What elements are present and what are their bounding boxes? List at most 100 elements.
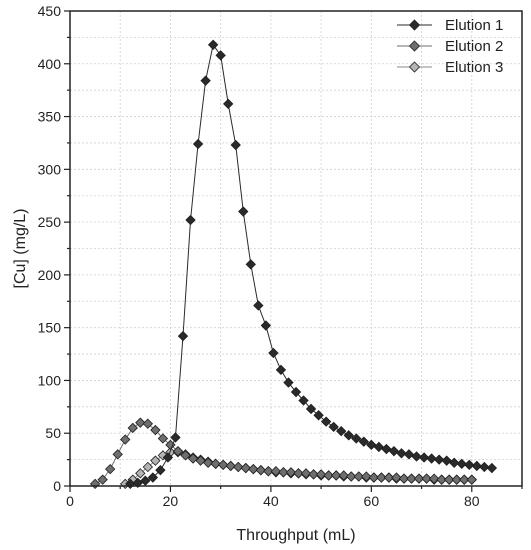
legend-label: Elution 3 <box>445 59 503 76</box>
data-point <box>351 433 362 444</box>
data-point <box>290 386 302 398</box>
data-point <box>157 433 169 444</box>
data-point <box>150 424 161 436</box>
data-point <box>403 449 415 460</box>
y-tick-label: 50 <box>45 425 61 441</box>
data-point <box>353 471 364 482</box>
data-point <box>172 446 184 457</box>
data-point <box>433 454 445 465</box>
data-point <box>343 430 354 441</box>
data-point <box>313 410 324 421</box>
data-point <box>406 473 417 484</box>
data-point <box>421 473 432 484</box>
data-point <box>338 470 349 481</box>
data-point <box>456 458 467 469</box>
data-point <box>218 459 229 471</box>
data-point <box>147 472 159 483</box>
data-point <box>486 462 498 474</box>
data-point <box>270 466 282 477</box>
x-tick-label: 60 <box>364 493 380 509</box>
data-point <box>451 474 462 485</box>
data-point <box>238 206 249 217</box>
data-point <box>331 470 342 481</box>
series-elution-2 <box>89 417 477 490</box>
data-point <box>187 453 199 464</box>
legend-item: Elution 3 <box>397 59 503 76</box>
x-tick-label: 80 <box>464 493 480 509</box>
data-point <box>315 469 327 480</box>
data-point <box>346 471 357 482</box>
data-point <box>426 453 437 464</box>
data-point <box>373 441 385 453</box>
y-tick-label: 0 <box>53 478 61 494</box>
data-point <box>127 422 138 434</box>
data-point <box>391 472 402 483</box>
data-point <box>320 416 332 427</box>
y-tick-label: 200 <box>38 267 62 283</box>
legend-label: Elution 1 <box>445 17 503 34</box>
y-axis-label: [Cu] (mg/L) <box>12 208 29 288</box>
data-point <box>135 468 146 479</box>
data-point <box>268 347 279 359</box>
y-tick-label: 350 <box>38 109 62 125</box>
data-point <box>177 330 189 342</box>
data-point <box>411 451 422 462</box>
data-point <box>223 98 234 110</box>
axis-ticks: 0 20 40 60 80 0 50 100 150 200 250 300 350 400 450 <box>38 3 523 509</box>
data-point <box>97 474 108 485</box>
data-point <box>441 455 452 466</box>
data-point <box>120 434 131 445</box>
data-point <box>366 439 377 450</box>
data-point <box>466 474 477 485</box>
data-point <box>185 214 196 226</box>
data-point <box>255 465 267 476</box>
y-tick-label: 150 <box>38 320 62 336</box>
data-point <box>89 478 101 490</box>
data-point <box>233 461 244 473</box>
data-point <box>105 463 116 475</box>
data-point <box>383 472 395 483</box>
legend-item: Elution 2 <box>397 38 503 55</box>
y-tick-label: 450 <box>38 3 62 19</box>
data-point <box>436 474 447 485</box>
data-point <box>200 75 211 86</box>
x-tick-label: 20 <box>163 493 179 509</box>
legend: Elution 1 Elution 2 Elution 3 <box>397 17 503 76</box>
data-point <box>285 467 297 478</box>
data-point <box>263 466 274 477</box>
y-tick-label: 400 <box>38 56 62 72</box>
data-point <box>398 473 410 484</box>
data-point <box>112 449 123 460</box>
data-point <box>444 474 455 485</box>
data-point <box>215 50 226 61</box>
data-point <box>298 395 309 406</box>
data-point <box>155 465 166 476</box>
data-point <box>135 417 146 428</box>
x-tick-label: 0 <box>66 493 74 509</box>
data-point <box>300 468 312 479</box>
data-point <box>381 443 392 455</box>
data-point <box>150 455 161 466</box>
data-point <box>157 450 169 461</box>
series-elution-1 <box>125 39 498 490</box>
data-point <box>202 457 214 468</box>
data-point <box>192 138 204 150</box>
data-point <box>275 364 287 376</box>
series-layer <box>89 39 498 490</box>
data-point <box>361 471 372 482</box>
data-point <box>388 446 400 457</box>
data-point <box>162 452 174 463</box>
data-point <box>305 403 317 415</box>
legend-marker <box>408 40 421 52</box>
data-point <box>328 421 339 433</box>
data-point <box>253 300 264 311</box>
data-point <box>396 448 407 459</box>
data-point <box>336 425 347 437</box>
data-point <box>358 436 369 447</box>
data-point <box>418 452 430 463</box>
y-tick-label: 250 <box>38 214 62 230</box>
data-point <box>428 473 440 484</box>
legend-item: Elution 1 <box>397 17 503 34</box>
legend-label: Elution 2 <box>445 38 503 55</box>
